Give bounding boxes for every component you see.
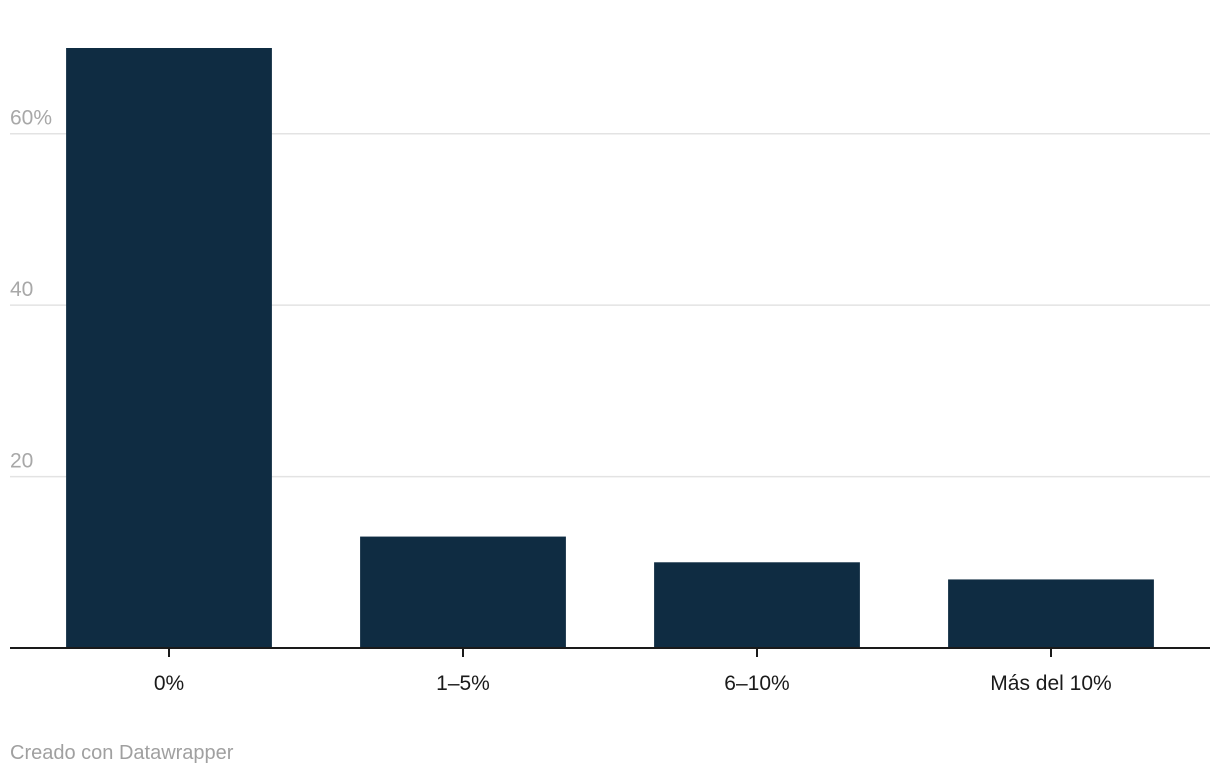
x-axis-ticks — [168, 648, 1052, 657]
bar-chart: 20 40 60% 0% 1–5% 6–10% Más del 10% — [10, 48, 1210, 695]
bars — [66, 48, 1154, 648]
y-tick-label: 20 — [10, 450, 33, 473]
x-tick-label: 0% — [154, 672, 184, 695]
credit-text: Creado con Datawrapper — [10, 742, 234, 764]
y-tick-label: 60% — [10, 107, 52, 130]
x-tick-label: 6–10% — [724, 672, 789, 695]
y-axis-labels: 20 40 60% — [10, 107, 52, 473]
x-axis-labels: 0% 1–5% 6–10% Más del 10% — [154, 672, 1112, 695]
y-tick-label: 40 — [10, 278, 33, 301]
bar — [360, 536, 566, 648]
x-tick-label: 1–5% — [436, 672, 490, 695]
x-tick-label: Más del 10% — [990, 672, 1111, 695]
bar — [654, 562, 860, 648]
bar — [66, 48, 272, 648]
bar — [948, 579, 1154, 648]
